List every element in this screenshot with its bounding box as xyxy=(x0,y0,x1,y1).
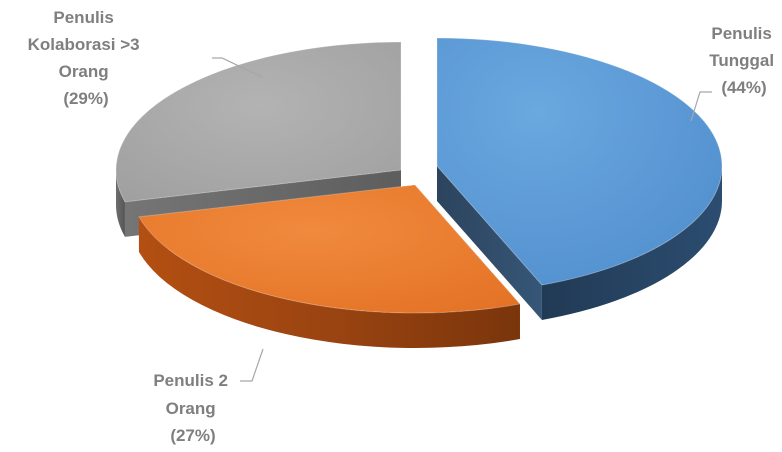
pie-cut-face-tunggal xyxy=(437,166,542,321)
data-label-2-orang: Penulis 2 Orang (27%) xyxy=(153,371,232,445)
pie-side-kolaborasi xyxy=(116,170,125,237)
label-line: Orang xyxy=(59,62,109,81)
label-line: (29%) xyxy=(63,89,108,108)
pie-slice-2-orang xyxy=(138,184,521,314)
pie-slice-kolaborasi xyxy=(115,41,402,203)
label-line: Penulis 2 xyxy=(153,371,228,390)
label-line: (44%) xyxy=(721,78,766,97)
label-line: Tunggal xyxy=(709,51,774,70)
leader-line-2-orang xyxy=(240,348,264,382)
pie-slice-tunggal xyxy=(436,37,723,286)
label-line: Penulis xyxy=(53,8,113,27)
label-line: Penulis xyxy=(711,24,771,43)
data-label-tunggal: Penulis Tunggal (44%) xyxy=(709,24,779,97)
data-label-kolaborasi: Penulis Kolaborasi >3 Orang (29%) xyxy=(28,8,145,108)
label-line: Kolaborasi >3 xyxy=(28,35,140,54)
label-line: (27%) xyxy=(170,426,215,445)
pie-side-2-orang xyxy=(138,216,520,348)
pie-side-tunggal xyxy=(541,166,722,321)
leader-line-kolaborasi xyxy=(212,57,263,78)
label-line: Orang xyxy=(166,399,216,418)
leader-line-tunggal xyxy=(690,91,712,122)
